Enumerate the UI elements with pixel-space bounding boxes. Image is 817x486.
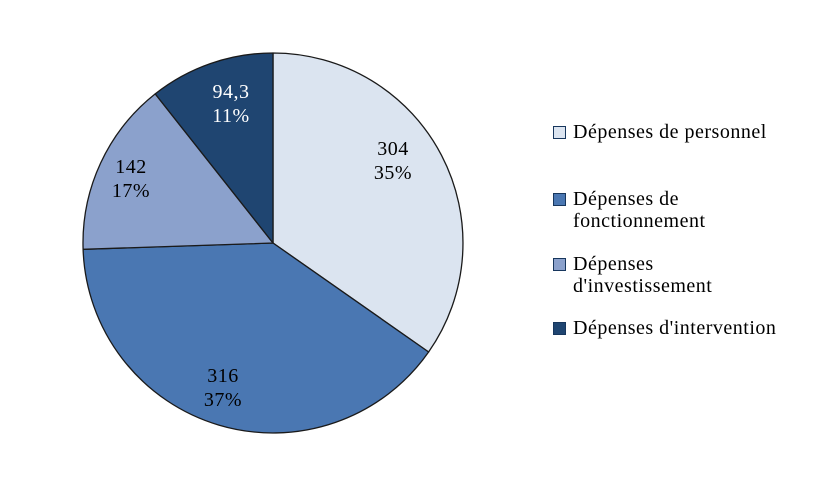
slice-data-label-4: 94,3 11% — [212, 81, 249, 127]
legend-swatch-investissement-icon — [553, 258, 566, 271]
legend-swatch-personnel-icon — [553, 126, 566, 139]
legend-label-intervention: Dépenses d'intervention — [573, 317, 777, 339]
pie-slice-1[interactable] — [272, 52, 464, 353]
legend-item-depenses-investissement[interactable]: Dépenses d'investissement — [553, 253, 712, 297]
legend-label-fonctionnement: Dépenses de fonctionnement — [573, 188, 706, 232]
legend-item-depenses-intervention[interactable]: Dépenses d'intervention — [553, 317, 776, 339]
legend-item-depenses-de-personnel[interactable]: Dépenses de personnel — [553, 121, 767, 143]
slice-data-label-2: 316 37% — [204, 365, 242, 411]
legend-swatch-intervention-icon — [553, 322, 566, 335]
legend-item-depenses-de-fonctionnement[interactable]: Dépenses de fonctionnement — [553, 188, 706, 232]
legend-label-personnel: Dépenses de personnel — [573, 121, 767, 143]
slice-data-label-3: 142 17% — [112, 156, 150, 202]
chart-legend: Dépenses de personnel Dépenses de foncti… — [553, 0, 808, 486]
pie-slice-4[interactable] — [154, 52, 274, 244]
pie-slice-3[interactable] — [82, 93, 274, 250]
legend-label-investissement: Dépenses d'investissement — [573, 253, 713, 297]
slice-data-label-1: 304 35% — [374, 138, 412, 184]
legend-swatch-fonctionnement-icon — [553, 193, 566, 206]
pie-slice-2[interactable] — [82, 242, 430, 434]
